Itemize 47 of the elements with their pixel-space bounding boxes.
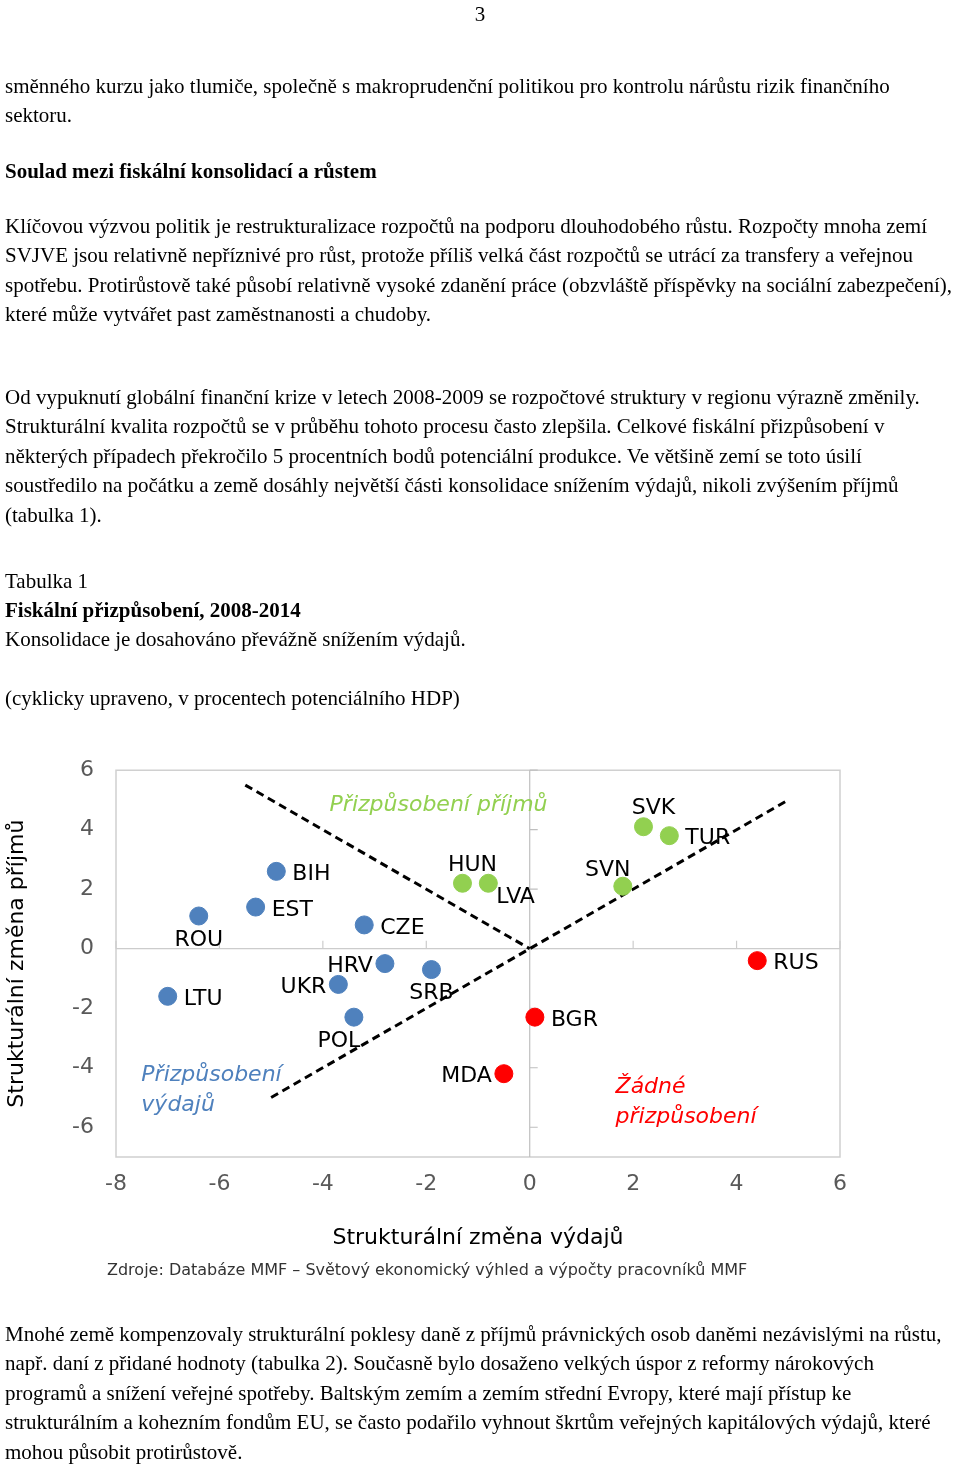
text: Konsolidace je dosahováno převážně snížením výdajů. (cyklicky upraveno, v procentech potenciálního HDP): [5, 627, 466, 710]
x-tick-label: 0: [522, 1169, 537, 1195]
x-tick-label: 4: [729, 1169, 744, 1195]
x-tick-label: -6: [208, 1169, 231, 1195]
y-tick-label: -4: [72, 1053, 94, 1079]
text: Tabulka 1: [5, 568, 90, 595]
x-tick-label: 6: [833, 1169, 847, 1195]
text: Klíčovou výzvou politik je restrukturalizace rozpočtů na podporu dlouhodobého růstu. Rozpočty mnoha zemí SVJVE jsou relativně nepříznivé pro růst, protože příliš velká část rozpočtů se utrácí za transfery a veřejnou spotřebu. Protirůstově také působí relativně vysoké zdanění práce (obzvláště příspěvky na sociální zabezpečení), které může vytvářet past zaměstnanosti a chudoby.: [5, 213, 953, 329]
data-label: SVK: [631, 794, 676, 820]
x-axis-title: Strukturální změna výdajů: [332, 1223, 624, 1249]
y-tick-label: 2: [80, 874, 94, 900]
data-label: HUN: [447, 850, 498, 876]
data-label: LVA: [496, 882, 535, 908]
data-label: SVN: [585, 855, 631, 881]
data-label: RUS: [773, 949, 819, 975]
y-tick-label: 4: [80, 815, 94, 841]
data-label: UKR: [280, 973, 327, 999]
data-label: HRV: [327, 952, 373, 978]
x-tick-label: -2: [415, 1169, 438, 1195]
text: 3: [473, 1, 487, 28]
y-tick-label: -2: [72, 993, 94, 1019]
text: Mnohé země kompenzovaly strukturální poklesy daně z příjmů právnických osob daněmi nezávislými na růstu, např. daní z přidané hodnoty (tabulka 2). Současně bylo dosaženo velkých úspor z reformy nárokových programů a snížení veřejné spotřeby. Baltským zemím a zemím střední Evropy, které mají přístup ke strukturálním a kohezním fondům EU, se často podařilo vyhnout škrtům veřejných kapitálových výdajů, které mohou působit protirůstově.: [5, 1321, 943, 1466]
y-axis-title: Strukturální změna příjmů: [2, 819, 28, 1108]
x-tick-label: -8: [105, 1169, 127, 1195]
chart-title: Fiskální přizpůsobení, 2008-2014: [5, 597, 302, 624]
data-label: MDA: [441, 1062, 492, 1088]
data-label: CZE: [380, 913, 425, 939]
text: Od vypuknutí globální finanční krize v letech 2008-2009 se rozpočtové struktury v regionu výrazně změnily. Strukturální kvalita rozpočtů se v průběhu tohoto procesu často zlepšila. Celkové fiskální přizpůsobení v některých případech překročilo 5 procentních bodů potenciální produkce. Ve většině zemí se toto úsilí soustředilo na počátku a země dosáhly největší části konsolidace snížením výdajů, nikoli zvýšením příjmů (tabulka 1).: [5, 384, 921, 529]
y-tick-label: -6: [72, 1112, 94, 1138]
y-tick-label: 6: [80, 755, 94, 781]
data-label: SRB: [409, 979, 454, 1005]
y-tick-label: 0: [80, 934, 94, 960]
data-label: BIH: [292, 860, 331, 886]
x-tick-label: 2: [626, 1169, 641, 1195]
annotation: Žádné přizpůsobení: [614, 1073, 760, 1129]
data-label: ROU: [174, 925, 224, 951]
annotation: Přizpůsobení příjmů: [329, 790, 548, 816]
annotation: Přizpůsobení výdajů: [141, 1061, 285, 1117]
text: Zdroje: Databáze MMF – Světový ekonomický výhled a výpočty pracovníků MMF: [107, 1259, 749, 1281]
data-label: POL: [317, 1026, 362, 1052]
data-label: BGR: [550, 1005, 598, 1031]
x-tick-label: -4: [311, 1169, 334, 1195]
data-label: EST: [271, 895, 314, 921]
text: Soulad mezi fiskální konsolidací a růstem: [5, 158, 378, 185]
data-label: LTU: [183, 985, 223, 1011]
data-label: TUR: [684, 824, 731, 850]
text: směnného kurzu jako tlumiče, společně s makroprudenční politikou pro kontrolu nárůstu rizik finančního sektoru.: [5, 73, 891, 130]
